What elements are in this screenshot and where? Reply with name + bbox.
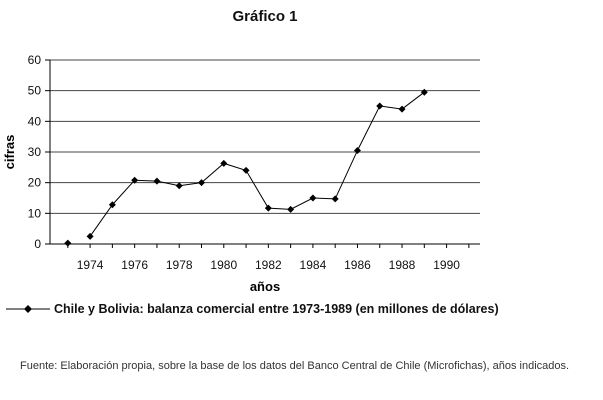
- data-point-1989: [420, 88, 428, 96]
- y-tick-label: 60: [28, 53, 42, 67]
- x-tick-label: 1984: [300, 258, 327, 272]
- x-tick-label: 1990: [433, 258, 460, 272]
- data-point-1983: [287, 205, 295, 213]
- data-point-1988: [398, 105, 406, 113]
- series-line-0: [89, 91, 425, 237]
- legend: Chile y Bolivia: balanza comercial entre…: [6, 302, 499, 316]
- y-tick-label: 40: [28, 114, 42, 128]
- x-axis-label: años: [250, 279, 280, 294]
- y-tick-label: 20: [28, 176, 42, 190]
- legend-marker: [6, 305, 50, 313]
- data-point-1987: [376, 102, 384, 110]
- x-tick-label: 1976: [121, 258, 148, 272]
- y-tick-label: 30: [28, 145, 42, 159]
- data-point-1986: [353, 146, 361, 154]
- y-tick-label: 50: [28, 84, 42, 98]
- data-point-1981: [242, 166, 250, 174]
- line-chart: 0 10 20 30 40 50 60 1974 1976 1978 1980 1982 1984 198…: [2, 53, 480, 294]
- data-point-1977: [153, 177, 161, 185]
- x-tick-label: 1982: [255, 258, 282, 272]
- data-point-1980: [220, 159, 228, 167]
- y-axis-label: cifras: [2, 135, 17, 170]
- y-tick-label: 0: [34, 237, 41, 251]
- x-tick-label: 1980: [210, 258, 237, 272]
- legend-label: Chile y Bolivia: balanza comercial entre…: [54, 302, 499, 316]
- data-point-1976: [131, 176, 139, 184]
- data-point-1975: [108, 201, 116, 209]
- data-point-1984: [309, 194, 317, 202]
- chart-title: Gráfico 1: [232, 8, 298, 25]
- data-point-1982: [264, 204, 272, 212]
- x-tick-label: 1978: [166, 258, 193, 272]
- x-tick-label: 1974: [77, 258, 104, 272]
- data-point-1974: [86, 232, 94, 240]
- data-point-1985: [331, 195, 339, 203]
- y-tick-label: 10: [28, 206, 42, 220]
- x-tick-label: 1986: [344, 258, 371, 272]
- x-tick-label: 1988: [389, 258, 416, 272]
- source-note: Fuente: Elaboración propia, sobre la bas…: [20, 360, 570, 372]
- data-point-1979: [198, 179, 206, 187]
- data-point-1978: [175, 182, 183, 190]
- data-point-1973: [64, 239, 72, 247]
